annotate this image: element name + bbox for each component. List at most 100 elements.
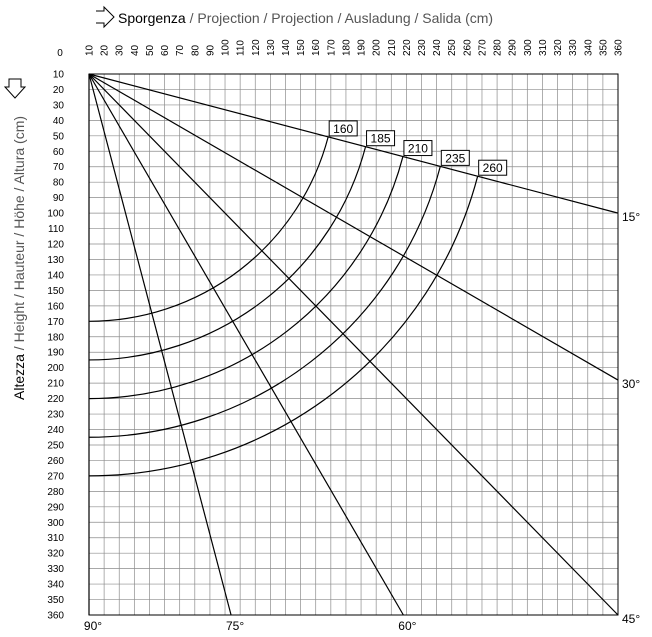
y-tick-label: 300 <box>47 518 64 529</box>
y-tick-label: 140 <box>47 270 64 281</box>
x-tick-label: 150 <box>296 39 307 56</box>
arc-label-box <box>403 140 433 157</box>
x-tick-label: 10 <box>85 44 96 56</box>
angle-label: 90° <box>84 619 102 633</box>
arc-260 <box>88 176 479 477</box>
x-tick-label: 190 <box>357 39 368 56</box>
x-tick-label: 50 <box>145 44 156 56</box>
x-tick-label: 280 <box>493 39 504 56</box>
x-tick-label: 120 <box>251 39 262 56</box>
angle-label: 60° <box>398 619 416 633</box>
y-tick-label: 10 <box>53 70 65 81</box>
angle-line-30° <box>88 73 619 381</box>
x-tick-label: 30 <box>115 44 126 56</box>
y-tick-labels: 10 20 30 40 50 60 70 80 90 100 110 120 130 140 150 160 1… <box>47 70 64 622</box>
angle-line-60° <box>88 73 404 616</box>
y-tick-label: 340 <box>47 580 64 591</box>
y-tick-label: 360 <box>47 611 64 622</box>
arc-label-text: 160 <box>333 122 353 136</box>
y-tick-label: 70 <box>53 162 65 173</box>
x-tick-label: 130 <box>266 39 277 56</box>
arc-label-210: 210 <box>403 140 433 157</box>
arc-label-text: 260 <box>483 161 503 175</box>
angle-labels: 15° 30° 45° 60° 75° 90° <box>84 210 640 633</box>
x-tick-label: 180 <box>341 39 352 56</box>
y-tick-label: 80 <box>53 178 65 189</box>
y-tick-label: 120 <box>47 240 64 251</box>
angle-line-15° <box>88 73 619 214</box>
arc-label-260: 260 <box>478 159 508 176</box>
x-tick-label: 250 <box>447 39 458 56</box>
x-tick-label: 140 <box>281 39 292 56</box>
y-tick-label: 40 <box>53 116 65 127</box>
y-tick-label: 30 <box>53 100 65 111</box>
y-tick-label: 150 <box>47 286 64 297</box>
x-axis-arrow-icon <box>96 5 115 29</box>
y-tick-label: 160 <box>47 301 64 312</box>
x-tick-label: 290 <box>508 39 519 56</box>
x-tick-label: 20 <box>100 44 111 56</box>
arc-labels: 160 185 210 235 260 <box>328 120 508 176</box>
x-tick-label: 60 <box>160 44 171 56</box>
title-secondary: / Projection / Projection / Ausladung / … <box>186 10 493 26</box>
x-tick-label: 210 <box>387 39 398 56</box>
arc-210 <box>88 156 404 400</box>
x-tick-label: 200 <box>372 39 383 56</box>
x-tick-label: 330 <box>568 39 579 56</box>
ylabel-secondary: / Height / Hauteur / Höhe / Altura (cm) <box>11 116 27 354</box>
x-tick-label: 230 <box>417 39 428 56</box>
angle-line-45° <box>88 73 619 616</box>
angle-lines <box>88 73 619 616</box>
grid <box>88 73 619 616</box>
x-tick-label: 110 <box>236 40 247 56</box>
x-tick-label: 160 <box>311 39 322 56</box>
x-tick-label: 260 <box>462 39 473 56</box>
angle-label: 45° <box>622 612 640 626</box>
x-tick-label: 170 <box>326 39 337 56</box>
y-tick-label: 320 <box>47 549 64 560</box>
x-tick-label: 40 <box>130 44 141 56</box>
y-tick-label: 180 <box>47 332 64 343</box>
arc-label-text: 210 <box>408 142 428 156</box>
x-tick-label: 320 <box>553 39 564 56</box>
y-tick-label: 170 <box>47 317 64 328</box>
y-tick-label: 50 <box>53 131 65 142</box>
title-primary: Sporgenza <box>118 10 186 26</box>
arc-label-text: 185 <box>371 132 391 146</box>
y-tick-label: 100 <box>47 209 64 220</box>
y-tick-label: 250 <box>47 440 64 451</box>
ylabel-primary: Altezza <box>11 354 27 400</box>
y-tick-label: 330 <box>47 564 64 575</box>
y-tick-label: 310 <box>47 533 64 544</box>
x-tick-label: 350 <box>598 39 609 56</box>
y-tick-label: 270 <box>47 471 64 482</box>
y-tick-label: 20 <box>53 85 65 96</box>
y-tick-label: 220 <box>47 394 64 405</box>
chart-title: Sporgenza / Projection / Projection / Au… <box>118 10 493 26</box>
x-tick-label: 220 <box>402 39 413 56</box>
arc-label-box <box>366 130 396 147</box>
x-tick-label: 90 <box>205 44 216 56</box>
x-tick-label: 80 <box>190 44 201 56</box>
x-tick-label: 100 <box>221 39 232 56</box>
x-tick-label: 70 <box>175 44 186 56</box>
x-origin-label: 0 <box>57 48 63 59</box>
y-tick-label: 290 <box>47 502 64 513</box>
x-tick-label: 300 <box>523 39 534 56</box>
y-tick-label: 90 <box>53 193 65 204</box>
x-tick-label: 270 <box>477 39 488 56</box>
arc-label-text: 235 <box>445 151 465 165</box>
y-tick-label: 130 <box>47 255 64 266</box>
y-axis-arrow-icon <box>3 78 27 99</box>
x-tick-label: 340 <box>583 39 594 56</box>
y-tick-label: 260 <box>47 456 64 467</box>
angle-line-75° <box>88 73 232 616</box>
arc-label-box <box>440 149 470 166</box>
x-tick-label: 310 <box>538 39 549 56</box>
arc-label-box <box>328 120 358 137</box>
arc-235 <box>88 166 441 438</box>
y-tick-label: 110 <box>48 224 64 235</box>
angle-label: 75° <box>226 619 244 633</box>
projection-arcs <box>88 136 479 477</box>
